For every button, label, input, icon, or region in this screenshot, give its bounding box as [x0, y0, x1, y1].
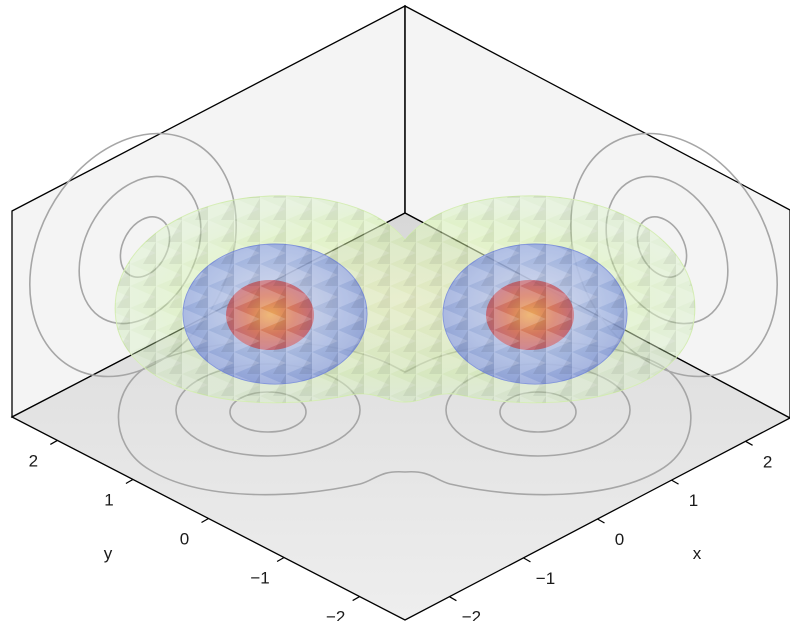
x-tick-mark: [671, 479, 679, 485]
y-tick-label: 0: [180, 530, 189, 549]
y-tick-mark: [50, 439, 58, 445]
y-tick-mark: [276, 557, 285, 563]
x-tick-label: 2: [763, 452, 772, 471]
y-tick-label: −2: [326, 608, 345, 621]
inner-isosurface-right: [486, 280, 574, 350]
y-axis-ticks: −2 −1 0 1 2: [29, 439, 360, 621]
x-tick-mark: [449, 596, 457, 602]
x-tick-mark: [523, 557, 531, 563]
x-tick-label: 0: [615, 530, 624, 549]
x-axis-label: x: [693, 544, 702, 563]
y-axis-label: y: [104, 544, 113, 563]
inner-isosurface-left: [226, 280, 314, 350]
x-tick-label: −1: [536, 569, 555, 588]
y-tick-mark: [125, 478, 134, 484]
y-tick-mark: [201, 517, 209, 524]
x-tick-mark: [597, 518, 605, 524]
y-tick-label: 1: [104, 490, 113, 509]
y-tick-label: 2: [29, 451, 38, 470]
x-tick-label: −2: [462, 608, 481, 621]
x-tick-mark: [745, 440, 753, 446]
y-tick-label: −1: [250, 569, 269, 588]
y-tick-mark: [352, 596, 360, 602]
x-axis-ticks: −2 −1 0 1 2: [449, 440, 772, 621]
x-tick-label: 1: [689, 491, 698, 510]
